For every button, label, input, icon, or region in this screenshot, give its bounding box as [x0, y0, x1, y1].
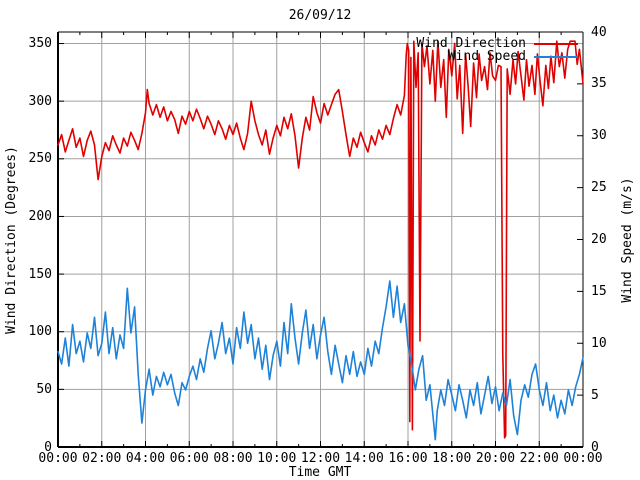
y2-tick-label: 0	[591, 439, 599, 455]
x-tick-label: 20:00	[475, 451, 516, 466]
x-tick-label: 02:00	[82, 451, 122, 466]
y-tick-label: 100	[28, 324, 52, 340]
legend-label-wind-direction: Wind Direction	[416, 36, 526, 51]
y2-tick-label: 30	[591, 128, 607, 144]
x-tick-label: 00:00	[563, 451, 603, 466]
y2-axis-title: Wind Speed (m/s)	[620, 177, 635, 303]
x-tick-label: 08:00	[213, 451, 253, 466]
legend-entry-wind-direction: Wind Direction	[416, 36, 578, 51]
y2-tick-label: 25	[591, 180, 607, 196]
legend-line-sample-blue	[534, 55, 578, 58]
chart-title: 26/09/12	[288, 8, 352, 23]
y2-tick-label: 10	[591, 335, 607, 351]
y-tick-label: 250	[28, 151, 52, 167]
y-tick-label: 150	[28, 266, 52, 282]
y2-tick-label: 40	[591, 24, 607, 40]
y-tick-label: 350	[28, 36, 52, 52]
x-tick-label: 04:00	[125, 451, 166, 466]
x-tick-label: 12:00	[300, 451, 341, 466]
x-tick-label: 14:00	[344, 451, 384, 466]
y2-tick-label: 15	[591, 283, 607, 299]
series-line-wind-direction	[57, 40, 584, 439]
y-tick-label: 300	[28, 93, 52, 109]
x-axis-title: Time GMT	[288, 465, 352, 480]
x-tick-label: 06:00	[169, 451, 209, 466]
legend-label-wind-speed: Wind Speed	[447, 49, 526, 64]
y2-tick-label: 35	[591, 76, 607, 92]
y2-tick-label: 5	[591, 387, 599, 403]
legend: Wind Direction Wind Speed	[416, 36, 578, 64]
y-tick-label: 0	[44, 439, 52, 455]
x-tick-label: 16:00	[388, 451, 428, 466]
legend-entry-wind-speed: Wind Speed	[416, 49, 578, 64]
legend-line-sample-red	[534, 42, 578, 45]
x-tick-label: 18:00	[432, 451, 472, 466]
y-axis-title: Wind Direction (Degrees)	[4, 146, 19, 334]
series-line-wind-speed	[57, 280, 584, 441]
y2-tick-label: 20	[591, 232, 607, 247]
x-tick-label: 00:00	[38, 451, 78, 466]
x-tick-label: 22:00	[519, 451, 559, 466]
x-tick-label: 10:00	[257, 451, 297, 466]
y-tick-label: 200	[28, 208, 52, 224]
y-tick-label: 50	[36, 381, 52, 397]
